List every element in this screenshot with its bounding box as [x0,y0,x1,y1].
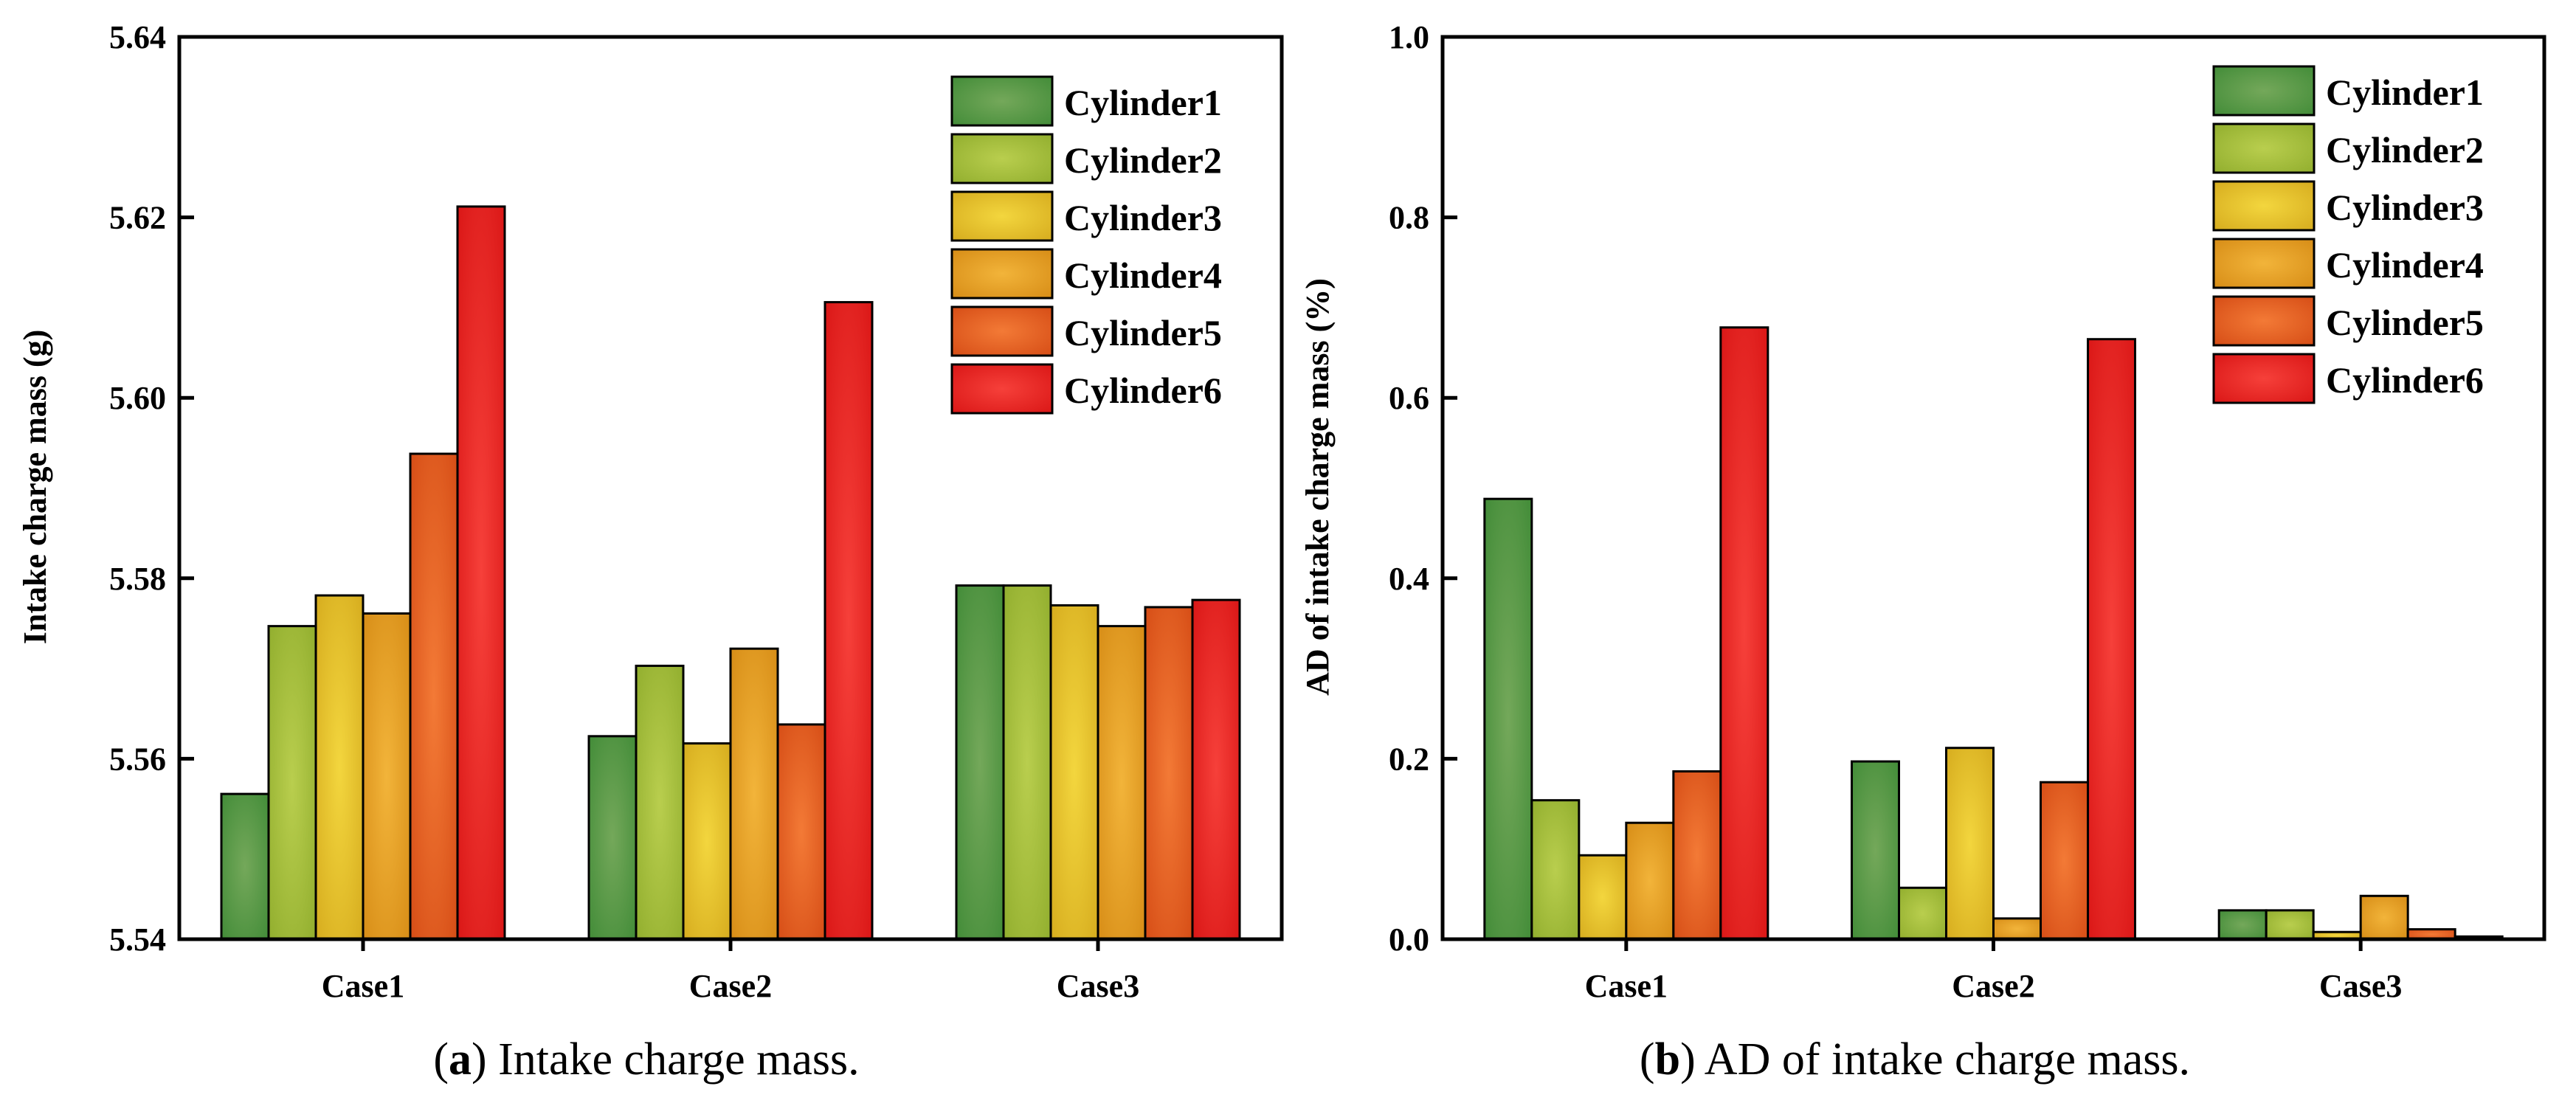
bar-cylinder6-case2 [2087,338,2136,941]
caption-letter: a [449,1034,472,1085]
bar-cylinder3-case1 [314,594,365,941]
bar-cylinder3-case1 [1578,854,1628,941]
y-tick-label: 5.54 [109,922,166,958]
y-tick-label: 0.2 [1389,741,1429,777]
bar-cylinder5-case1 [409,452,459,941]
caption: (b) AD of intake charge mass. [1640,1034,2190,1085]
bar-cylinder2-case3 [2265,909,2315,941]
chart-panel-b: 0.0 0.2 0.4 0.6 0.8 1.0 Case1 Case2 Case3 AD of i… [1299,19,2546,1085]
y-tick-label: 5.60 [109,380,166,416]
y-tick-label: 0.0 [1389,922,1429,958]
bar-cylinder3-case2 [682,742,732,941]
bar-cylinder1-case3 [955,584,1005,941]
caption-open: ( [433,1034,449,1085]
bar-cylinder1-case1 [220,792,270,941]
y-axis-title: Intake charge mass (g) [17,330,53,645]
bar-cylinder6-case2 [823,301,874,941]
legend-label-cylinder1: Cylinder1 [2326,72,2484,113]
legend-swatch-cylinder1 [2212,65,2316,117]
legend-swatch-cylinder1 [950,75,1054,127]
legend-swatch-cylinder2 [2212,122,2316,174]
legend-label-cylinder3: Cylinder3 [1064,197,1222,238]
legend-swatch-cylinder3 [2212,180,2316,232]
legend-label-cylinder2: Cylinder2 [1064,139,1222,181]
legend-swatch-cylinder4 [2212,238,2316,289]
caption: (a) Intake charge mass. [433,1034,859,1085]
legend-swatch-cylinder5 [2212,295,2316,347]
x-tick-label: Case3 [1057,968,1139,1004]
legend-label-cylinder5: Cylinder5 [2326,302,2484,343]
bar-cylinder1-case2 [1851,760,1900,941]
bar-cylinder3-case2 [1945,747,1995,941]
bar-cylinder4-case1 [1625,821,1675,941]
legend: Cylinder1 Cylinder2 Cylinder3 Cylinder4 Cyli… [950,75,1222,415]
legend-label-cylinder4: Cylinder4 [1064,255,1222,296]
bar-cylinder2-case2 [1898,886,1947,941]
bar-cylinder5-case2 [2040,781,2089,941]
bar-cylinder2-case1 [267,625,317,941]
legend-swatch-cylinder6 [950,363,1054,415]
bar-cylinder6-case3 [1191,598,1241,941]
x-tick-label: Case2 [689,968,772,1004]
legend-label-cylinder2: Cylinder2 [2326,129,2484,170]
bar-cylinder2-case2 [635,664,685,941]
bar-cylinder1-case2 [587,735,638,941]
legend-swatch-cylinder4 [950,248,1054,300]
bar-cylinder3-case3 [1049,604,1099,941]
legend-label-cylinder1: Cylinder1 [1064,82,1222,123]
y-tick-label: 0.6 [1389,380,1429,416]
bar-cylinder1-case1 [1483,497,1533,941]
caption-rest: ) Intake charge mass. [472,1034,860,1085]
x-tick-label: Case1 [1585,968,1668,1004]
y-tick-label: 5.62 [109,200,166,236]
legend-label-cylinder6: Cylinder6 [1064,370,1222,411]
y-tick-label: 1.0 [1389,19,1429,55]
x-tick-label: Case1 [322,968,404,1004]
bar-cylinder4-case3 [2359,894,2409,941]
bar-cylinder2-case1 [1530,799,1581,941]
legend-label-cylinder5: Cylinder5 [1064,312,1222,353]
x-tick-label: Case3 [2319,968,2402,1004]
caption-letter: b [1655,1034,1680,1085]
y-tick-label: 5.64 [109,19,166,55]
y-tick-label: 0.4 [1389,561,1429,597]
caption-rest: ) AD of intake charge mass. [1680,1034,2190,1085]
legend-label-cylinder4: Cylinder4 [2326,244,2484,286]
x-tick-label: Case2 [1952,968,2034,1004]
y-tick-label: 5.58 [109,561,166,597]
legend-swatch-cylinder5 [950,305,1054,357]
bar-cylinder6-case1 [456,205,506,941]
bar-cylinder6-case1 [1719,326,1769,941]
legend: Cylinder1 Cylinder2 Cylinder3 Cylinder4 Cyli… [2212,65,2484,404]
bar-cylinder4-case2 [729,647,779,941]
y-tick-label: 5.56 [109,741,166,777]
bar-cylinder1-case3 [2217,909,2268,941]
bar-cylinder4-case3 [1097,625,1147,941]
chart-panel-a: 5.54 5.56 5.58 5.60 5.62 5.64 Case1 Case2 Case3 I… [17,19,1284,1085]
legend-label-cylinder6: Cylinder6 [2326,359,2484,401]
legend-swatch-cylinder3 [950,190,1054,242]
y-tick-label: 0.8 [1389,200,1429,236]
legend-swatch-cylinder2 [950,133,1054,184]
bar-cylinder4-case1 [362,612,412,941]
legend-label-cylinder3: Cylinder3 [2326,187,2484,228]
bar-cylinder5-case3 [1144,606,1194,941]
bar-cylinder5-case2 [776,723,826,941]
bar-cylinder4-case2 [1992,917,2042,941]
bar-cylinder2-case3 [1002,584,1052,941]
bar-cylinder5-case1 [1672,770,1722,941]
legend-swatch-cylinder6 [2212,353,2316,404]
y-axis-title: AD of intake charge mass (%) [1299,278,1336,696]
caption-open: ( [1640,1034,1655,1085]
